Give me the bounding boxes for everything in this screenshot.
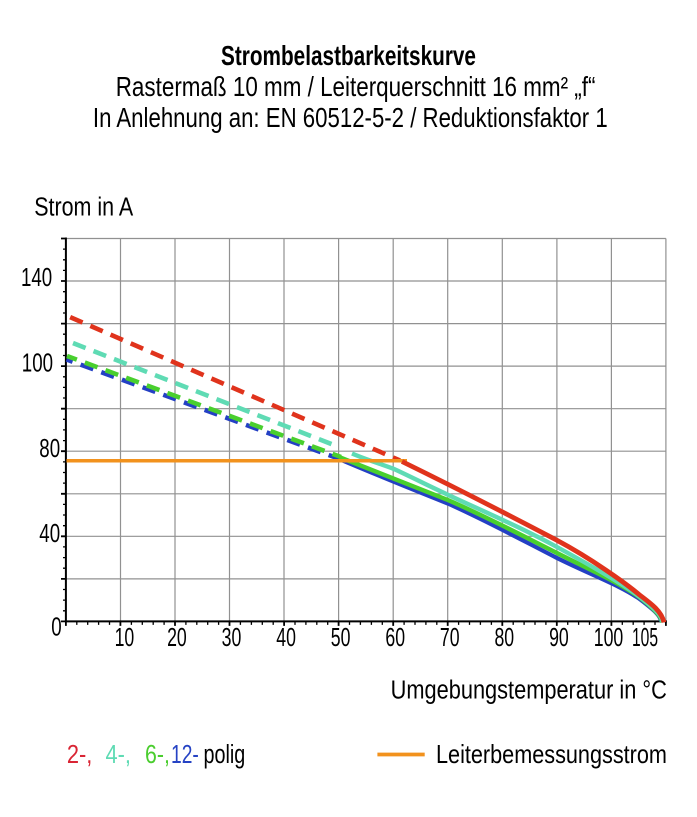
svg-text:105: 105 bbox=[632, 623, 658, 652]
svg-text:Umgebungstemperatur in °C: Umgebungstemperatur in °C bbox=[391, 676, 667, 705]
svg-text:90: 90 bbox=[549, 623, 569, 652]
svg-text:60: 60 bbox=[385, 623, 405, 652]
svg-text:12-: 12- bbox=[171, 739, 199, 769]
svg-text:6-,: 6-, bbox=[145, 740, 170, 770]
svg-text:80: 80 bbox=[39, 433, 60, 463]
svg-text:20: 20 bbox=[167, 623, 187, 652]
svg-text:Strombelastbarkeitskurve: Strombelastbarkeitskurve bbox=[221, 41, 476, 71]
svg-text:70: 70 bbox=[440, 623, 460, 652]
svg-text:Leiterbemessungsstrom: Leiterbemessungsstrom bbox=[436, 740, 667, 769]
svg-text:80: 80 bbox=[494, 623, 514, 652]
svg-text:Strom in A: Strom in A bbox=[34, 193, 133, 222]
svg-text:Rastermaß 10 mm / Leiterquersc: Rastermaß 10 mm / Leiterquerschnitt 16 m… bbox=[116, 72, 596, 103]
svg-text:polig: polig bbox=[204, 739, 246, 768]
svg-text:100: 100 bbox=[22, 347, 53, 377]
svg-text:100: 100 bbox=[594, 623, 623, 652]
svg-text:40: 40 bbox=[276, 623, 296, 652]
svg-text:10: 10 bbox=[115, 623, 135, 652]
svg-text:50: 50 bbox=[331, 623, 351, 652]
svg-text:40: 40 bbox=[39, 518, 60, 548]
svg-text:140: 140 bbox=[21, 262, 52, 292]
svg-text:4-,: 4-, bbox=[106, 740, 131, 769]
svg-text:In Anlehnung an: EN 60512-5-2: In Anlehnung an: EN 60512-5-2 / Reduktio… bbox=[93, 103, 608, 134]
svg-text:2-,: 2-, bbox=[67, 740, 92, 769]
svg-text:0: 0 bbox=[51, 611, 61, 641]
svg-text:30: 30 bbox=[222, 623, 242, 652]
